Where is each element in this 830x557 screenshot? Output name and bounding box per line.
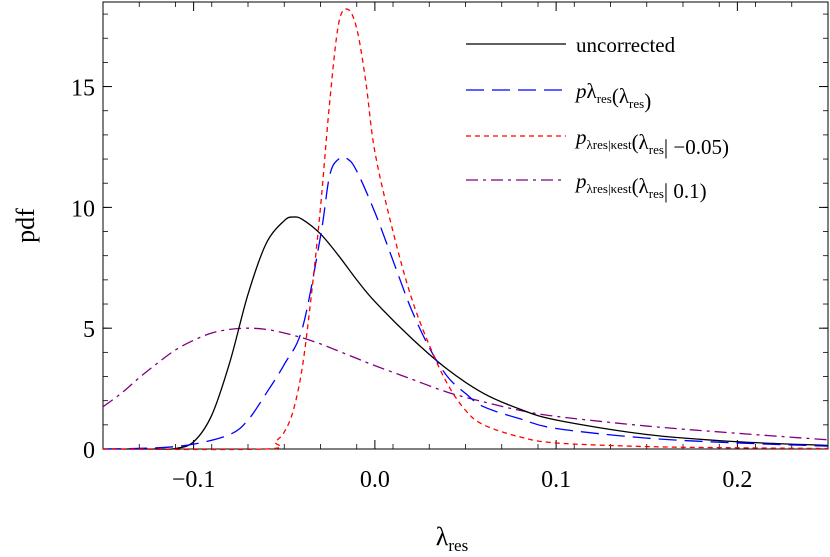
x-tick-label: 0.0: [360, 467, 390, 493]
series-line-2: [102, 8, 829, 451]
tick-labels: −0.1 0.0 0.1 0.2 0 5 10 15: [71, 76, 752, 493]
legend-label-1: pλres(λres): [574, 79, 651, 113]
legend-label-0: uncorrected: [576, 33, 676, 57]
series-line-3: [102, 327, 829, 441]
x-tick-label: −0.1: [172, 467, 216, 493]
series-line-1: [102, 156, 829, 450]
legend-label-2: pλres|κest(λres| −0.05): [574, 125, 729, 159]
legend-label-3: pλres|κest(λres| 0.1): [574, 169, 707, 203]
series-curves: [102, 8, 829, 451]
x-tick-label: 0.2: [722, 467, 752, 493]
x-tick-label: 0.1: [541, 467, 571, 493]
x-axis-title: λres: [436, 522, 468, 555]
y-axis-title: pdf: [11, 208, 40, 243]
y-tick-label: 10: [71, 196, 95, 222]
legend: uncorrected pλres(λres) pλres|κest(λres| −…: [466, 33, 729, 203]
y-tick-label: 0: [83, 438, 95, 464]
y-tick-label: 15: [71, 76, 95, 102]
y-tick-label: 5: [83, 317, 95, 343]
series-line-0: [102, 216, 829, 450]
